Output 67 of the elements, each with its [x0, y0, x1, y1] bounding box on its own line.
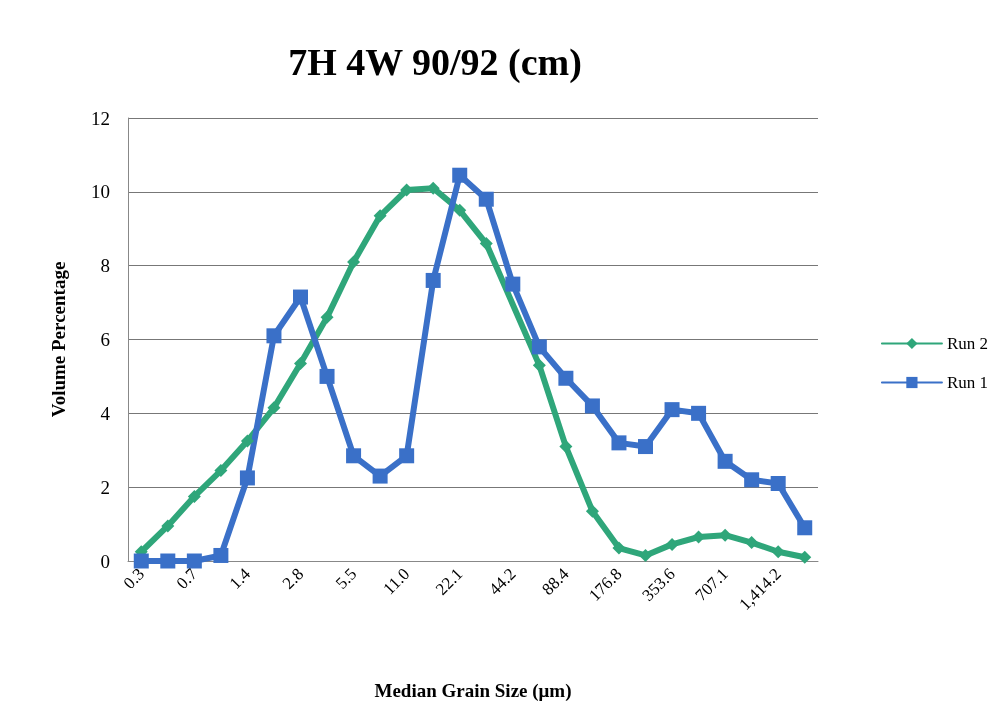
- point: [266, 328, 282, 344]
- y-tick-label: 2: [100, 476, 110, 498]
- x-tick-label: 11.0: [379, 564, 414, 599]
- legend-label: Run 2: [946, 334, 988, 353]
- point: [267, 401, 281, 415]
- x-tick-label: 88.4: [538, 563, 573, 599]
- x-tick-label: 44.2: [485, 564, 520, 599]
- point: [478, 191, 494, 207]
- y-axis-title: Volume Percentage: [48, 261, 69, 418]
- point: [798, 550, 812, 564]
- point: [347, 255, 361, 269]
- point: [479, 237, 493, 251]
- point: [531, 339, 547, 355]
- x-tick-label: 0.3: [119, 564, 148, 593]
- point: [639, 548, 652, 562]
- point: [770, 475, 786, 491]
- point: [559, 440, 573, 454]
- point: [584, 398, 600, 414]
- point: [505, 276, 521, 292]
- point: [214, 464, 228, 478]
- point: [558, 370, 574, 386]
- point: [186, 553, 202, 569]
- y-tick-label: 6: [100, 329, 110, 350]
- point: [425, 272, 441, 288]
- point: [372, 468, 388, 484]
- point: [664, 402, 680, 418]
- x-tick-label: 22.1: [431, 564, 467, 599]
- point: [240, 434, 254, 448]
- point: [453, 203, 467, 217]
- point: [213, 547, 229, 563]
- point: [744, 472, 760, 488]
- point: [319, 368, 335, 384]
- point: [294, 357, 307, 370]
- point: [665, 537, 679, 551]
- point: [532, 358, 546, 372]
- point: [638, 439, 653, 455]
- y-tick-label: 12: [91, 107, 110, 129]
- point: [771, 545, 785, 559]
- point: [612, 541, 626, 555]
- point: [797, 520, 813, 536]
- point: [187, 489, 201, 503]
- point: [373, 209, 387, 223]
- x-tick-label: 2.8: [278, 564, 308, 593]
- point: [133, 553, 149, 569]
- y-tick-label: 4: [100, 402, 111, 424]
- point: [717, 453, 733, 469]
- chart-title: 7H 4W 90/92 (cm): [288, 41, 582, 84]
- point: [399, 448, 415, 464]
- y-tick-label: 0: [100, 550, 110, 572]
- x-tick-label: 5.5: [331, 564, 361, 593]
- point: [320, 310, 334, 324]
- y-tick-label: 10: [91, 181, 110, 203]
- legend-label: Run 1: [946, 373, 988, 392]
- point: [611, 435, 627, 451]
- y-tick-label: 8: [100, 255, 110, 277]
- point: [239, 470, 255, 486]
- point: [585, 504, 599, 518]
- point: [160, 553, 176, 569]
- point: [161, 519, 175, 533]
- point: [346, 448, 362, 464]
- point: [452, 167, 468, 183]
- x-tick-label: 1.4: [225, 563, 255, 593]
- point: [691, 405, 707, 421]
- point: [293, 289, 308, 305]
- x-tick-label: 0.7: [172, 564, 202, 593]
- point: [745, 536, 759, 550]
- x-axis-title: Median Grain Size (μm): [374, 680, 572, 702]
